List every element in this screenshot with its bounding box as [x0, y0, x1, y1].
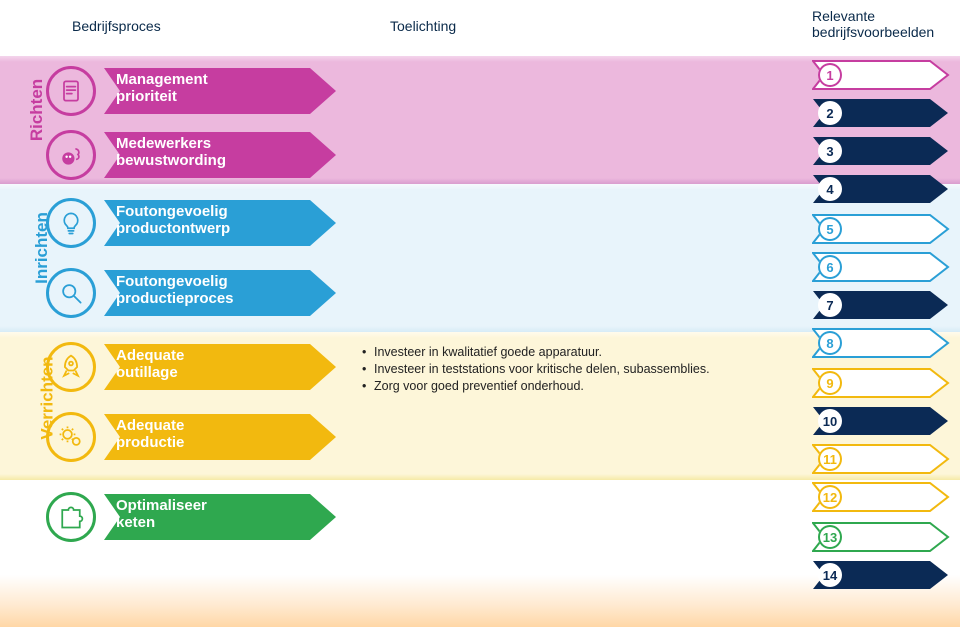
process-label-l1: Foutongevoelig — [116, 273, 228, 290]
vlabel-richten-text: Richten — [27, 79, 47, 141]
process-label-l1: Management — [116, 71, 208, 88]
header-col3: Relevante bedrijfsvoorbeelden — [812, 8, 934, 40]
process-label-l1: Adequate — [116, 347, 184, 364]
header-col2: Toelichting — [390, 18, 456, 34]
bullet-item: Zorg voor goed preventief onderhoud. — [362, 378, 710, 395]
bullet-item: Investeer in kwalitatief goede apparatuu… — [362, 344, 710, 361]
think-icon — [46, 130, 96, 180]
process-label-l1: Adequate — [116, 417, 184, 434]
process-label: Medewerkers bewustwording — [116, 136, 226, 169]
process-label-l2: prioriteit — [116, 88, 177, 105]
example-number-badge: 8 — [818, 331, 842, 355]
process-label-l2: keten — [116, 514, 155, 531]
outillage-bullets: Investeer in kwalitatief goede apparatuu… — [362, 344, 710, 395]
gears-icon — [46, 412, 96, 462]
example-number-badge: 2 — [818, 101, 842, 125]
process-label-l2: productie — [116, 434, 184, 451]
header-row: Bedrijfsproces Toelichting Relevante bed… — [0, 8, 960, 48]
process-label: Adequate productie — [116, 418, 184, 451]
vlabel-richten: Richten — [6, 100, 32, 120]
process-label: Foutongevoelig productieproces — [116, 274, 234, 307]
vlabel-verrichten: Verrichten — [6, 388, 32, 408]
process-label: Management prioriteit — [116, 72, 208, 105]
process-label-l2: productieproces — [116, 290, 234, 307]
process-label-l1: Medewerkers — [116, 135, 211, 152]
process-label-l1: Optimaliseer — [116, 497, 207, 514]
magnify-icon — [46, 268, 96, 318]
header-col1: Bedrijfsproces — [72, 18, 161, 34]
bullet-item: Investeer in teststations voor kritische… — [362, 361, 710, 378]
process-label: Foutongevoelig productontwerp — [116, 204, 230, 237]
bulb-icon — [46, 198, 96, 248]
example-number-badge: 5 — [818, 217, 842, 241]
example-number-badge: 6 — [818, 255, 842, 279]
rocket-icon — [46, 342, 96, 392]
process-label-l2: productontwerp — [116, 220, 230, 237]
process-label-l2: bewustwording — [116, 152, 226, 169]
example-number-badge: 4 — [818, 177, 842, 201]
example-number-badge: 9 — [818, 371, 842, 395]
example-number-badge: 13 — [818, 525, 842, 549]
example-number-badge: 3 — [818, 139, 842, 163]
process-label: Optimaliseer keten — [116, 498, 207, 531]
process-label-l2: outillage — [116, 364, 178, 381]
document-icon — [46, 66, 96, 116]
example-number-badge: 1 — [818, 63, 842, 87]
vlabel-inrichten: Inrichten — [6, 238, 32, 258]
example-number-badge: 14 — [818, 563, 842, 587]
header-col3-l1: Relevante — [812, 8, 875, 24]
example-number-badge: 7 — [818, 293, 842, 317]
header-col3-l2: bedrijfsvoorbeelden — [812, 24, 934, 40]
process-label-l1: Foutongevoelig — [116, 203, 228, 220]
example-number-badge: 10 — [818, 409, 842, 433]
example-number-badge: 12 — [818, 485, 842, 509]
puzzle-icon — [46, 492, 96, 542]
process-label: Adequate outillage — [116, 348, 184, 381]
example-number-badge: 11 — [818, 447, 842, 471]
